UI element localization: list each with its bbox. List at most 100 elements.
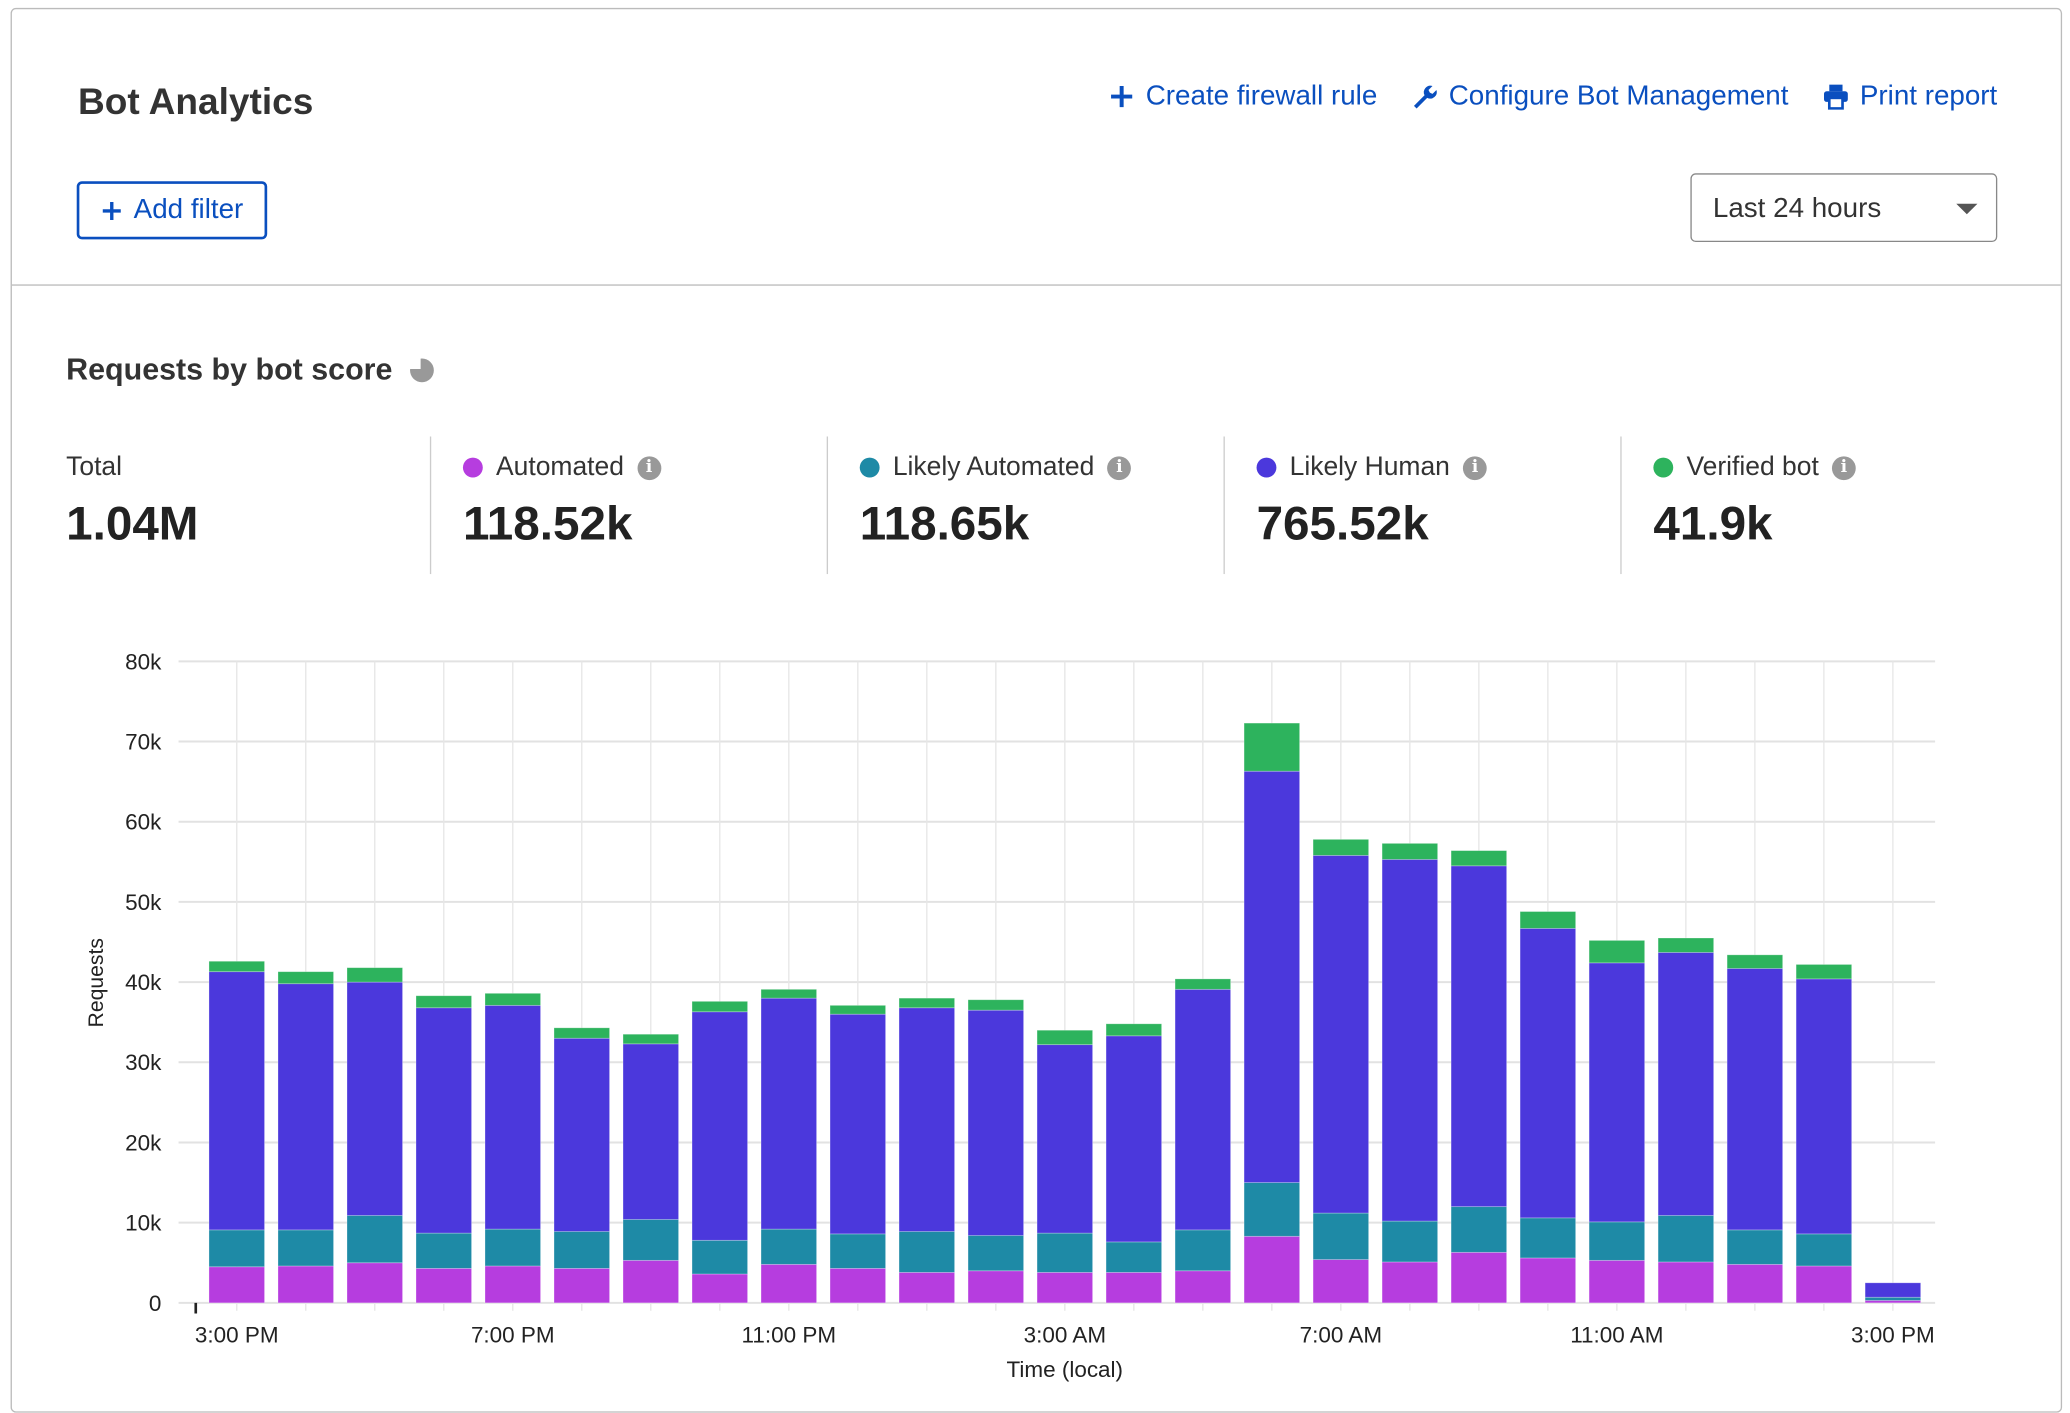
bar-segment-verified-bot [1519, 911, 1577, 929]
y-tick-label: 0 [149, 1291, 162, 1316]
bar-segment-verified-bot [346, 967, 403, 983]
bar-segment-likely-automated [1243, 1182, 1301, 1237]
configure-bot-management-link[interactable]: Configure Bot Management [1412, 81, 1788, 113]
bar-segment-verified-bot [1588, 940, 1646, 964]
bar-segment-likely-human [1864, 1282, 1922, 1298]
bot-analytics-card: Bot Analytics Create firewall rule Confi… [10, 7, 2063, 1413]
bar-segment-automated [1312, 1259, 1370, 1304]
bar-segment-automated [1036, 1271, 1093, 1304]
bar-segment-verified-bot [1726, 954, 1784, 969]
bar-segment-verified-bot [1381, 842, 1439, 860]
add-filter-button[interactable]: Add filter [76, 181, 268, 240]
bar-segment-likely-automated [415, 1232, 472, 1269]
section-title: Requests by bot score [66, 352, 435, 388]
stat-label: Automated [496, 452, 624, 482]
stat-likely-human: Likely Human i 765.52k [1223, 436, 1620, 575]
print-report-link[interactable]: Print report [1823, 81, 1997, 113]
bar-segment-verified-bot [1036, 1029, 1093, 1046]
stat-verified-bot: Verified bot i 41.9k [1620, 436, 2017, 575]
bar-segment-automated [1795, 1265, 1853, 1304]
stat-value: 118.52k [462, 496, 633, 551]
page-title: Bot Analytics [78, 80, 314, 122]
bar-segment-likely-automated [829, 1233, 886, 1269]
bar-segment-likely-human [553, 1037, 610, 1232]
bar-segment-automated [208, 1266, 265, 1304]
bar-segment-automated [691, 1273, 748, 1304]
bar-segment-likely-automated [1795, 1233, 1853, 1267]
bar-segment-verified-bot [1450, 850, 1508, 867]
bar-segment-likely-automated [1381, 1220, 1439, 1263]
bar-segment-automated [1381, 1261, 1439, 1304]
create-firewall-rule-link[interactable]: Create firewall rule [1109, 81, 1377, 113]
x-tick-label: 3:00 AM [1024, 1323, 1106, 1348]
bar-segment-verified-bot [1795, 964, 1853, 980]
y-tick-label: 40k [125, 970, 162, 995]
info-icon[interactable]: i [1107, 455, 1132, 480]
print-report-label: Print report [1859, 80, 1998, 112]
bar-segment-verified-bot [1657, 937, 1715, 953]
bar-segment-automated [277, 1265, 334, 1304]
info-icon[interactable]: i [1832, 455, 1856, 480]
bar-segment-automated [1864, 1300, 1922, 1304]
bar-segment-automated [1450, 1251, 1508, 1304]
bar-segment-likely-automated [277, 1229, 334, 1267]
bar-segment-automated [829, 1267, 886, 1304]
legend-dot [859, 457, 880, 478]
header: Bot Analytics Create firewall rule Confi… [11, 9, 2061, 286]
y-tick-label: 50k [125, 890, 162, 915]
bar-segment-likely-automated [1864, 1296, 1922, 1301]
stat-label: Total [66, 452, 123, 482]
x-tick-label: 11:00 AM [1570, 1323, 1663, 1348]
bar-segment-likely-human [622, 1043, 679, 1220]
chevron-down-icon [1956, 203, 1978, 215]
stat-value: 1.04M [66, 496, 199, 551]
bar-segment-likely-human [691, 1011, 748, 1241]
bar-segment-automated [622, 1259, 679, 1304]
bar-segment-likely-human [1036, 1044, 1093, 1234]
y-tick-label: 70k [125, 729, 162, 754]
bar-segment-verified-bot [760, 988, 817, 999]
bar-segment-automated [760, 1263, 817, 1304]
x-tick-label: 3:00 PM [1851, 1323, 1935, 1348]
y-tick-label: 60k [125, 810, 162, 835]
bar-segment-likely-human [1381, 859, 1439, 1222]
bar-segment-automated [484, 1265, 541, 1304]
stat-label: Likely Human [1289, 452, 1450, 482]
bar-segment-likely-human [1450, 865, 1508, 1208]
bar-segment-verified-bot [829, 1004, 886, 1015]
bar-segment-likely-automated [553, 1231, 610, 1269]
printer-icon [1824, 84, 1848, 110]
bar-segment-verified-bot [1312, 838, 1370, 856]
bar-segment-likely-automated [1450, 1206, 1508, 1253]
bar-segment-automated [1243, 1235, 1301, 1304]
plus-icon [1111, 85, 1133, 108]
info-icon[interactable]: i [1463, 455, 1487, 480]
time-range-select[interactable]: Last 24 hours [1690, 173, 1998, 243]
y-tick-label: 20k [125, 1130, 162, 1155]
bar-segment-likely-automated [898, 1231, 955, 1273]
bar-segment-likely-automated [208, 1229, 265, 1268]
bar-segment-likely-human [829, 1013, 886, 1235]
add-filter-label: Add filter [133, 194, 244, 225]
bar-segment-likely-automated [1105, 1241, 1163, 1273]
y-tick-label: 80k [125, 649, 162, 674]
bar-segment-likely-automated [346, 1215, 403, 1264]
bar-segment-likely-automated [1519, 1217, 1577, 1259]
bar-segment-likely-human [967, 1009, 1024, 1236]
bar-segment-verified-bot [898, 997, 955, 1009]
wrench-icon [1414, 85, 1438, 109]
legend-dot [462, 457, 483, 478]
pie-chart-icon[interactable] [408, 356, 434, 382]
bar-segment-likely-automated [484, 1228, 541, 1267]
bar-segment-likely-automated [622, 1219, 679, 1261]
bar-segment-likely-automated [760, 1228, 817, 1265]
bar-segment-likely-human [1243, 770, 1301, 1183]
bar-segment-likely-automated [1312, 1212, 1370, 1260]
bar-segment-automated [553, 1267, 610, 1304]
bar-segment-likely-automated [1657, 1215, 1715, 1263]
bar-segment-likely-human [1174, 988, 1232, 1231]
bar-segment-likely-human [1726, 968, 1784, 1231]
info-icon[interactable]: i [637, 455, 661, 480]
section-title-text: Requests by bot score [66, 351, 393, 387]
stats-row: Total 1.04M Automated i 118.52k Likely Au… [66, 436, 2017, 575]
